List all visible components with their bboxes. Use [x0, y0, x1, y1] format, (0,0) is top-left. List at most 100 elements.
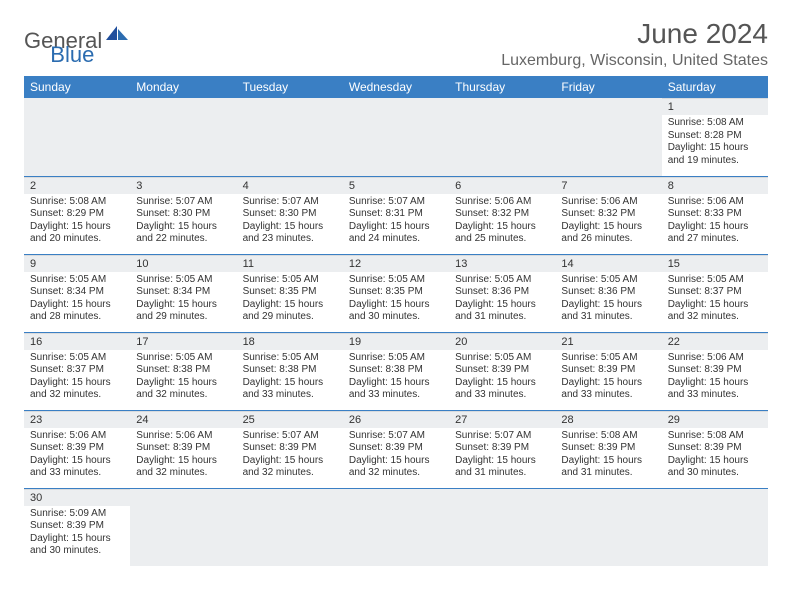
calendar-day-cell: 13Sunrise: 5:05 AMSunset: 8:36 PMDayligh… — [449, 254, 555, 332]
weekday-header: Friday — [555, 76, 661, 98]
day-details: Sunrise: 5:05 AMSunset: 8:39 PMDaylight:… — [449, 350, 555, 406]
day-details: Sunrise: 5:07 AMSunset: 8:39 PMDaylight:… — [237, 428, 343, 484]
day-number: 17 — [130, 333, 236, 350]
calendar-day-cell — [237, 488, 343, 566]
day-details: Sunrise: 5:05 AMSunset: 8:34 PMDaylight:… — [24, 272, 130, 328]
day-details: Sunrise: 5:06 AMSunset: 8:32 PMDaylight:… — [555, 194, 661, 250]
logo-sail-icon — [102, 24, 130, 57]
calendar-page: General June 2024 Luxemburg, Wisconsin, … — [0, 0, 792, 576]
calendar-body: 1Sunrise: 5:08 AMSunset: 8:28 PMDaylight… — [24, 98, 768, 566]
calendar-header-row: SundayMondayTuesdayWednesdayThursdayFrid… — [24, 76, 768, 98]
calendar-day-cell: 17Sunrise: 5:05 AMSunset: 8:38 PMDayligh… — [130, 332, 236, 410]
day-details: Sunrise: 5:08 AMSunset: 8:39 PMDaylight:… — [662, 428, 768, 484]
weekday-header: Saturday — [662, 76, 768, 98]
location-text: Luxemburg, Wisconsin, United States — [501, 52, 768, 70]
calendar-day-cell: 24Sunrise: 5:06 AMSunset: 8:39 PMDayligh… — [130, 410, 236, 488]
calendar-week-row: 9Sunrise: 5:05 AMSunset: 8:34 PMDaylight… — [24, 254, 768, 332]
day-details: Sunrise: 5:05 AMSunset: 8:39 PMDaylight:… — [555, 350, 661, 406]
calendar-day-cell: 23Sunrise: 5:06 AMSunset: 8:39 PMDayligh… — [24, 410, 130, 488]
calendar-day-cell: 25Sunrise: 5:07 AMSunset: 8:39 PMDayligh… — [237, 410, 343, 488]
calendar-day-cell — [555, 488, 661, 566]
weekday-header: Wednesday — [343, 76, 449, 98]
calendar-day-cell — [343, 488, 449, 566]
calendar-day-cell: 21Sunrise: 5:05 AMSunset: 8:39 PMDayligh… — [555, 332, 661, 410]
day-number: 5 — [343, 177, 449, 194]
day-number: 8 — [662, 177, 768, 194]
day-details: Sunrise: 5:05 AMSunset: 8:34 PMDaylight:… — [130, 272, 236, 328]
day-number: 29 — [662, 411, 768, 428]
day-details: Sunrise: 5:05 AMSunset: 8:38 PMDaylight:… — [237, 350, 343, 406]
day-number: 22 — [662, 333, 768, 350]
day-details: Sunrise: 5:06 AMSunset: 8:39 PMDaylight:… — [130, 428, 236, 484]
day-number: 20 — [449, 333, 555, 350]
calendar-day-cell: 5Sunrise: 5:07 AMSunset: 8:31 PMDaylight… — [343, 176, 449, 254]
calendar-day-cell — [555, 98, 661, 176]
calendar-day-cell: 27Sunrise: 5:07 AMSunset: 8:39 PMDayligh… — [449, 410, 555, 488]
calendar-day-cell: 15Sunrise: 5:05 AMSunset: 8:37 PMDayligh… — [662, 254, 768, 332]
day-details: Sunrise: 5:05 AMSunset: 8:38 PMDaylight:… — [130, 350, 236, 406]
calendar-week-row: 16Sunrise: 5:05 AMSunset: 8:37 PMDayligh… — [24, 332, 768, 410]
day-number: 19 — [343, 333, 449, 350]
day-details: Sunrise: 5:08 AMSunset: 8:28 PMDaylight:… — [662, 115, 768, 171]
day-details: Sunrise: 5:06 AMSunset: 8:32 PMDaylight:… — [449, 194, 555, 250]
day-details: Sunrise: 5:09 AMSunset: 8:39 PMDaylight:… — [24, 506, 130, 562]
day-number: 24 — [130, 411, 236, 428]
day-number: 9 — [24, 255, 130, 272]
calendar-day-cell: 22Sunrise: 5:06 AMSunset: 8:39 PMDayligh… — [662, 332, 768, 410]
day-details: Sunrise: 5:07 AMSunset: 8:39 PMDaylight:… — [343, 428, 449, 484]
calendar-day-cell: 10Sunrise: 5:05 AMSunset: 8:34 PMDayligh… — [130, 254, 236, 332]
day-number: 14 — [555, 255, 661, 272]
calendar-week-row: 30Sunrise: 5:09 AMSunset: 8:39 PMDayligh… — [24, 488, 768, 566]
day-details: Sunrise: 5:06 AMSunset: 8:39 PMDaylight:… — [662, 350, 768, 406]
logo-text-blue: Blue — [50, 42, 94, 68]
calendar-table: SundayMondayTuesdayWednesdayThursdayFrid… — [24, 76, 768, 566]
calendar-week-row: 1Sunrise: 5:08 AMSunset: 8:28 PMDaylight… — [24, 98, 768, 176]
day-number: 21 — [555, 333, 661, 350]
day-number: 7 — [555, 177, 661, 194]
day-details: Sunrise: 5:05 AMSunset: 8:36 PMDaylight:… — [449, 272, 555, 328]
day-number: 15 — [662, 255, 768, 272]
calendar-week-row: 2Sunrise: 5:08 AMSunset: 8:29 PMDaylight… — [24, 176, 768, 254]
day-details: Sunrise: 5:05 AMSunset: 8:36 PMDaylight:… — [555, 272, 661, 328]
weekday-header: Sunday — [24, 76, 130, 98]
day-number: 27 — [449, 411, 555, 428]
day-details: Sunrise: 5:06 AMSunset: 8:39 PMDaylight:… — [24, 428, 130, 484]
calendar-day-cell: 20Sunrise: 5:05 AMSunset: 8:39 PMDayligh… — [449, 332, 555, 410]
month-title: June 2024 — [501, 18, 768, 50]
calendar-day-cell: 7Sunrise: 5:06 AMSunset: 8:32 PMDaylight… — [555, 176, 661, 254]
calendar-day-cell: 28Sunrise: 5:08 AMSunset: 8:39 PMDayligh… — [555, 410, 661, 488]
calendar-day-cell: 16Sunrise: 5:05 AMSunset: 8:37 PMDayligh… — [24, 332, 130, 410]
weekday-header: Thursday — [449, 76, 555, 98]
weekday-header: Tuesday — [237, 76, 343, 98]
calendar-day-cell: 29Sunrise: 5:08 AMSunset: 8:39 PMDayligh… — [662, 410, 768, 488]
calendar-day-cell: 4Sunrise: 5:07 AMSunset: 8:30 PMDaylight… — [237, 176, 343, 254]
calendar-week-row: 23Sunrise: 5:06 AMSunset: 8:39 PMDayligh… — [24, 410, 768, 488]
day-details: Sunrise: 5:07 AMSunset: 8:30 PMDaylight:… — [237, 194, 343, 250]
day-number: 10 — [130, 255, 236, 272]
calendar-day-cell — [449, 488, 555, 566]
calendar-day-cell: 19Sunrise: 5:05 AMSunset: 8:38 PMDayligh… — [343, 332, 449, 410]
day-number: 23 — [24, 411, 130, 428]
day-number: 25 — [237, 411, 343, 428]
day-details: Sunrise: 5:05 AMSunset: 8:37 PMDaylight:… — [24, 350, 130, 406]
day-number: 2 — [24, 177, 130, 194]
day-number: 3 — [130, 177, 236, 194]
day-number: 13 — [449, 255, 555, 272]
calendar-day-cell — [24, 98, 130, 176]
day-number: 16 — [24, 333, 130, 350]
calendar-day-cell — [130, 488, 236, 566]
calendar-day-cell — [449, 98, 555, 176]
day-details: Sunrise: 5:08 AMSunset: 8:39 PMDaylight:… — [555, 428, 661, 484]
calendar-day-cell — [343, 98, 449, 176]
day-number: 6 — [449, 177, 555, 194]
day-number: 1 — [662, 98, 768, 115]
day-details: Sunrise: 5:06 AMSunset: 8:33 PMDaylight:… — [662, 194, 768, 250]
calendar-day-cell: 18Sunrise: 5:05 AMSunset: 8:38 PMDayligh… — [237, 332, 343, 410]
day-number: 18 — [237, 333, 343, 350]
day-number: 12 — [343, 255, 449, 272]
day-details: Sunrise: 5:05 AMSunset: 8:38 PMDaylight:… — [343, 350, 449, 406]
day-details: Sunrise: 5:05 AMSunset: 8:35 PMDaylight:… — [343, 272, 449, 328]
day-number: 26 — [343, 411, 449, 428]
calendar-day-cell: 14Sunrise: 5:05 AMSunset: 8:36 PMDayligh… — [555, 254, 661, 332]
calendar-day-cell: 30Sunrise: 5:09 AMSunset: 8:39 PMDayligh… — [24, 488, 130, 566]
